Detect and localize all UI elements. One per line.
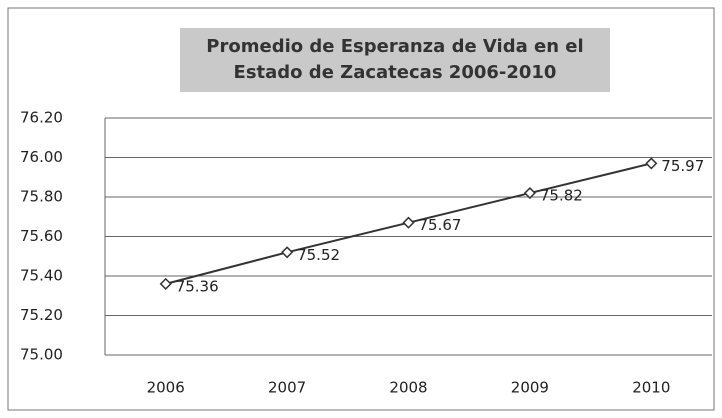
x-tick-label: 2009 bbox=[511, 379, 549, 397]
marker bbox=[281, 246, 294, 259]
x-tick-label: 2008 bbox=[389, 379, 427, 397]
data-label: 75.36 bbox=[176, 277, 219, 295]
data-label: 75.82 bbox=[540, 187, 583, 205]
y-tick-label: 75.80 bbox=[20, 188, 63, 206]
y-tick-label: 75.40 bbox=[20, 267, 63, 285]
data-label: 75.67 bbox=[419, 216, 462, 234]
marker bbox=[645, 157, 658, 170]
data-label: 75.52 bbox=[297, 246, 340, 264]
y-tick-label: 76.00 bbox=[20, 148, 63, 166]
x-tick-label: 2006 bbox=[147, 379, 185, 397]
marker bbox=[523, 186, 536, 200]
y-tick-label: 75.60 bbox=[20, 227, 63, 245]
y-tick-label: 76.20 bbox=[20, 109, 63, 127]
marker bbox=[402, 216, 415, 229]
y-tick-label: 75.20 bbox=[20, 306, 63, 324]
x-tick-label: 2007 bbox=[268, 379, 306, 397]
chart-title: Promedio de Esperanza de Vida en el Esta… bbox=[180, 28, 610, 92]
marker bbox=[159, 277, 172, 290]
y-tick-label: 75.00 bbox=[20, 346, 63, 364]
x-tick-label: 2010 bbox=[632, 379, 670, 397]
data-label: 75.97 bbox=[661, 157, 704, 175]
chart-border bbox=[7, 7, 715, 411]
